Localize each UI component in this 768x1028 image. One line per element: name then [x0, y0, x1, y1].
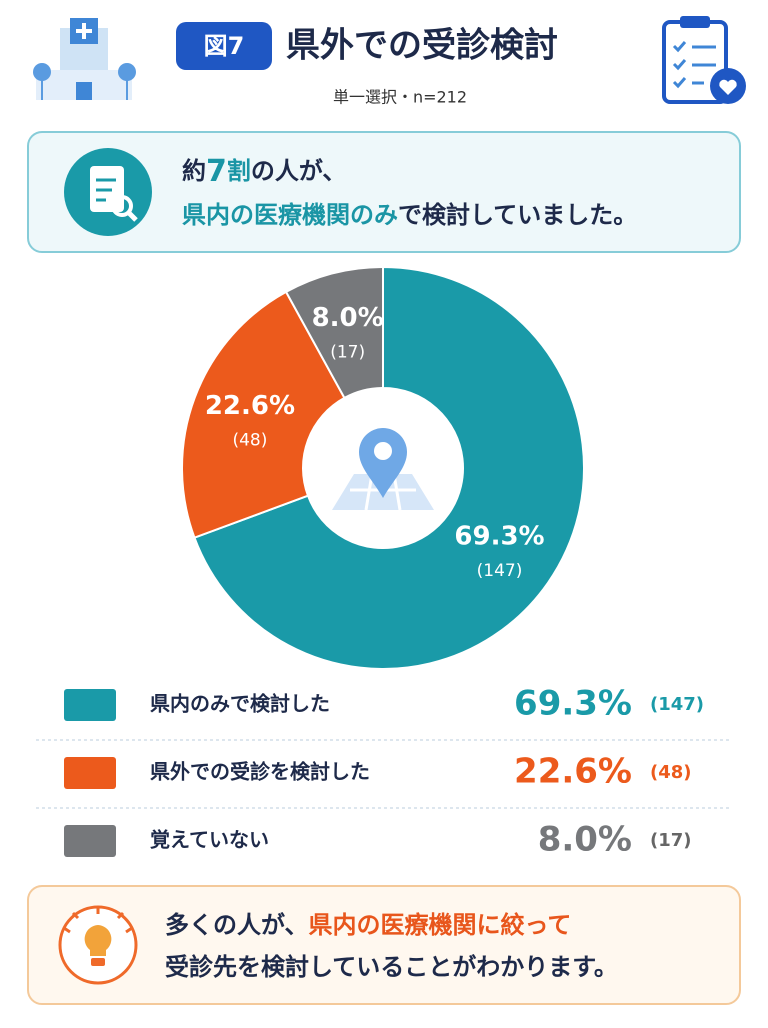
- legend-value: 8.0%: [538, 820, 632, 860]
- conclusion-line: 受診先を検討していることがわかります。: [165, 953, 618, 981]
- summary-emphasis: 県内の医療機関のみ: [182, 201, 398, 229]
- conclusion-text: 受診先を検討していることがわかります。: [165, 953, 618, 981]
- badge-text: 図7: [204, 32, 245, 60]
- hospital-icon: [33, 18, 136, 100]
- badge: [176, 22, 272, 70]
- legend: 県内のみで検討した 69.3% (147) 県外での受診を検討した 22.6% (48) 覚…: [64, 684, 704, 860]
- legend-value: 69.3%: [514, 684, 632, 724]
- legend-swatch: [64, 757, 116, 789]
- legend-swatch: [64, 689, 116, 721]
- summary-text: で検討していました。: [398, 201, 637, 229]
- slice: [284, 265, 384, 400]
- summary-line: 約7割の人が、: [182, 154, 346, 189]
- donut-chart: 69.3% (147) 22.6% (48) 8.0% (17): [181, 265, 585, 670]
- conclusion-emphasis: 県内の医療機関に絞って: [309, 911, 572, 939]
- slice-count-label: (48): [232, 430, 267, 450]
- summary-text: 約: [182, 157, 206, 185]
- slice-value-label: 22.6%: [205, 391, 295, 421]
- legend-count: (17): [650, 830, 692, 851]
- summary-emphasis: 7: [206, 154, 227, 189]
- chart-title: 県外での受診検討: [286, 26, 558, 66]
- clipboard-icon: [662, 16, 746, 104]
- conclusion-text: 多くの人が、: [165, 911, 309, 939]
- legend-value: 22.6%: [514, 752, 632, 792]
- map-icon: [332, 428, 434, 511]
- slice-value-label: 8.0%: [312, 303, 384, 333]
- conclusion-line: 多くの人が、県内の医療機関に絞って: [165, 911, 571, 939]
- slice-count-label: (147): [477, 561, 523, 581]
- summary-emphasis: 割: [227, 157, 251, 185]
- legend-count: (147): [650, 694, 704, 715]
- legend-swatch: [64, 825, 116, 857]
- summary-text: の人が、: [251, 157, 347, 185]
- slice: [193, 265, 585, 670]
- legend-count: (48): [650, 762, 692, 783]
- slice-value-label: 69.3%: [454, 522, 544, 552]
- slice-count-label: (17): [330, 342, 365, 362]
- summary-line: 県内の医療機関のみで検討していました。: [182, 201, 637, 229]
- legend-label: 県内のみで検討した: [150, 692, 330, 716]
- conclusion-box: [27, 885, 741, 1005]
- legend-label: 県外での受診を検討した: [150, 760, 370, 784]
- subtitle: 単一選択・n=212: [333, 88, 467, 107]
- summary-box: [27, 131, 741, 253]
- slice: [181, 290, 346, 539]
- legend-label: 覚えていない: [150, 828, 269, 852]
